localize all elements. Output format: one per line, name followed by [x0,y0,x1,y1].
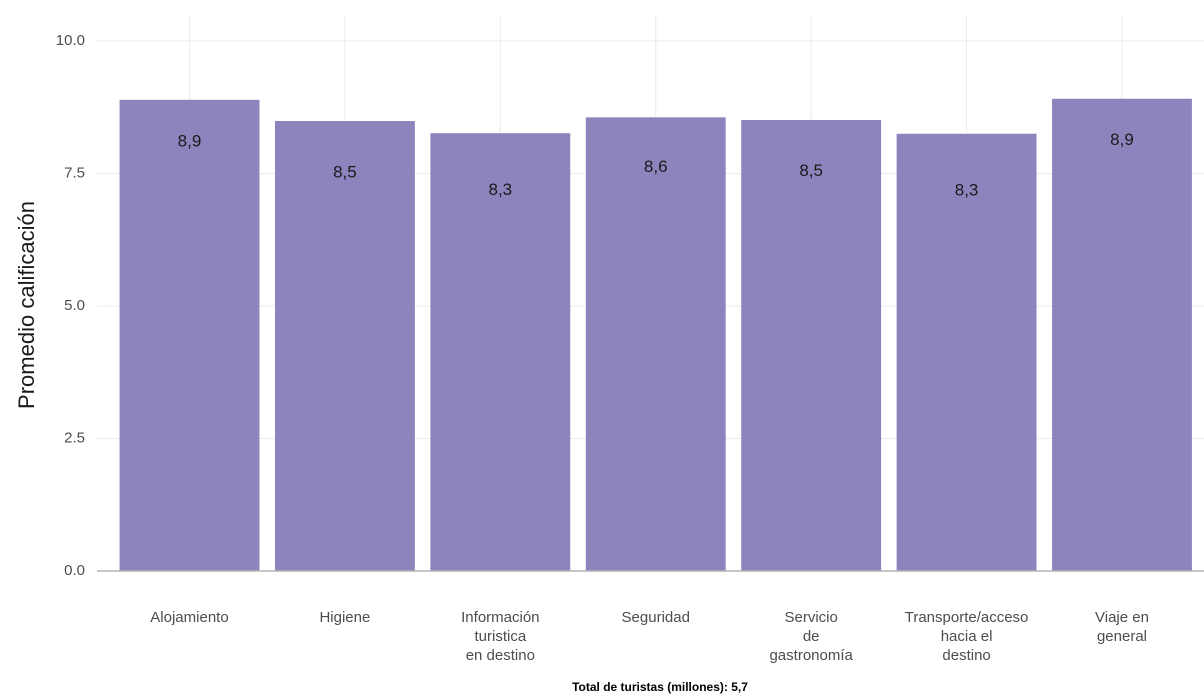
bar [896,133,1037,571]
value-label: 8,9 [178,132,202,151]
x-tick-label: Higiene [319,609,370,626]
x-tick-label: Servicio de gastronomía [769,609,853,664]
y-tick-label: 7.5 [64,164,85,181]
bar [741,119,882,571]
bar [1052,98,1192,572]
value-label: 8,5 [333,162,357,181]
value-label: 8,5 [799,161,823,180]
x-tick-label: Transporte/acceso hacia el destino [905,609,1029,664]
value-label: 8,3 [955,181,979,200]
y-tick-label: 2.5 [64,429,85,446]
caption: Total de turistas (millones): 5,7 [572,680,748,694]
bar [430,133,571,571]
y-tick-label: 10.0 [56,32,85,49]
x-tick-label: Viaje en general [1095,609,1149,645]
x-tick-label: Seguridad [622,609,690,626]
bar [119,99,260,571]
value-label: 8,9 [1110,130,1134,149]
bar [274,121,415,571]
x-tick-label: Alojamiento [150,609,228,626]
y-tick-label: 0.0 [64,562,85,579]
y-tick-label: 5.0 [64,297,85,314]
value-label: 8,3 [489,180,513,199]
value-label: 8,6 [644,157,668,176]
y-axis-title: Promedio calificación [14,201,39,409]
x-tick-label: Información turistica en destino [461,609,539,664]
bar [585,117,726,571]
